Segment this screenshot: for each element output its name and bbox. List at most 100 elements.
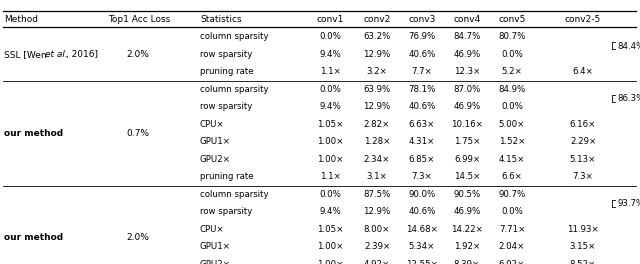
Text: 0.7%: 0.7% [127, 129, 150, 138]
Text: 1.1×: 1.1× [319, 172, 340, 181]
Text: 0.0%: 0.0% [319, 190, 341, 199]
Text: Method: Method [4, 16, 38, 25]
Text: conv3: conv3 [408, 16, 436, 25]
Text: 4.92×: 4.92× [364, 260, 390, 264]
Text: GPU2×: GPU2× [200, 260, 231, 264]
Text: 12.9%: 12.9% [364, 207, 390, 216]
Text: row sparsity: row sparsity [200, 102, 252, 111]
Text: 1.92×: 1.92× [454, 242, 480, 251]
Text: 2.34×: 2.34× [364, 155, 390, 164]
Text: 14.5×: 14.5× [454, 172, 480, 181]
Text: 6.6×: 6.6× [502, 172, 522, 181]
Text: 0.0%: 0.0% [319, 32, 341, 41]
Text: 63.2%: 63.2% [364, 32, 390, 41]
Text: 80.7%: 80.7% [499, 32, 525, 41]
Text: 1.00×: 1.00× [317, 137, 343, 146]
Text: 84.4%§: 84.4%§ [617, 41, 640, 50]
Text: column sparsity: column sparsity [200, 85, 269, 94]
Text: CPU×: CPU× [200, 225, 225, 234]
Text: 40.6%: 40.6% [408, 50, 436, 59]
Text: 3.15×: 3.15× [570, 242, 596, 251]
Text: pruning rate: pruning rate [200, 172, 253, 181]
Text: 7.3×: 7.3× [412, 172, 433, 181]
Text: 6.85×: 6.85× [409, 155, 435, 164]
Text: 46.9%: 46.9% [453, 207, 481, 216]
Text: our method: our method [4, 233, 63, 243]
Text: 1.75×: 1.75× [454, 137, 480, 146]
Text: 2.29×: 2.29× [570, 137, 596, 146]
Text: 2.82×: 2.82× [364, 120, 390, 129]
Text: 90.0%: 90.0% [408, 190, 436, 199]
Text: 9.4%: 9.4% [319, 102, 341, 111]
Text: conv5: conv5 [499, 16, 525, 25]
Text: 90.7%: 90.7% [499, 190, 525, 199]
Text: 7.71×: 7.71× [499, 225, 525, 234]
Text: 63.9%: 63.9% [364, 85, 390, 94]
Text: 3.2×: 3.2× [367, 67, 387, 76]
Text: column sparsity: column sparsity [200, 190, 269, 199]
Text: 7.7×: 7.7× [412, 67, 433, 76]
Text: 87.5%: 87.5% [364, 190, 390, 199]
Text: 0.0%: 0.0% [501, 207, 523, 216]
Text: GPU1×: GPU1× [200, 242, 231, 251]
Text: 3.1×: 3.1× [367, 172, 387, 181]
Text: 8.39×: 8.39× [454, 260, 480, 264]
Text: 2.04×: 2.04× [499, 242, 525, 251]
Text: row sparsity: row sparsity [200, 207, 252, 216]
Text: 14.68×: 14.68× [406, 225, 438, 234]
Text: 40.6%: 40.6% [408, 207, 436, 216]
Text: 46.9%: 46.9% [453, 50, 481, 59]
Text: 10.16×: 10.16× [451, 120, 483, 129]
Text: 4.31×: 4.31× [409, 137, 435, 146]
Text: 6.4×: 6.4× [573, 67, 593, 76]
Text: 1.00×: 1.00× [317, 242, 343, 251]
Text: et al.: et al. [45, 50, 68, 59]
Text: 5.34×: 5.34× [409, 242, 435, 251]
Text: column sparsity: column sparsity [200, 32, 269, 41]
Text: 5.2×: 5.2× [502, 67, 522, 76]
Text: 14.22×: 14.22× [451, 225, 483, 234]
Text: Top1 Acc Loss: Top1 Acc Loss [108, 16, 170, 25]
Text: 1.05×: 1.05× [317, 225, 343, 234]
Text: conv4: conv4 [453, 16, 481, 25]
Text: 7.3×: 7.3× [573, 172, 593, 181]
Text: 8.00×: 8.00× [364, 225, 390, 234]
Text: GPU2×: GPU2× [200, 155, 231, 164]
Text: SSL [Wen: SSL [Wen [4, 50, 49, 59]
Text: 93.7%§: 93.7%§ [617, 199, 640, 208]
Text: , 2016]: , 2016] [66, 50, 98, 59]
Text: 1.28×: 1.28× [364, 137, 390, 146]
Text: 0.0%: 0.0% [501, 102, 523, 111]
Text: 4.15×: 4.15× [499, 155, 525, 164]
Text: 40.6%: 40.6% [408, 102, 436, 111]
Text: 1.1×: 1.1× [319, 67, 340, 76]
Text: 11.93×: 11.93× [567, 225, 599, 234]
Text: 90.5%: 90.5% [453, 190, 481, 199]
Text: conv2: conv2 [364, 16, 390, 25]
Text: 6.16×: 6.16× [570, 120, 596, 129]
Text: conv2-5: conv2-5 [565, 16, 601, 25]
Text: 6.02×: 6.02× [499, 260, 525, 264]
Text: 5.00×: 5.00× [499, 120, 525, 129]
Text: 2.0%: 2.0% [127, 233, 149, 243]
Text: 9.4%: 9.4% [319, 207, 341, 216]
Text: 12.3×: 12.3× [454, 67, 480, 76]
Text: 1.00×: 1.00× [317, 155, 343, 164]
Text: 84.9%: 84.9% [499, 85, 525, 94]
Text: CPU×: CPU× [200, 120, 225, 129]
Text: GPU1×: GPU1× [200, 137, 231, 146]
Text: 76.9%: 76.9% [408, 32, 436, 41]
Text: 84.7%: 84.7% [453, 32, 481, 41]
Text: 0.0%: 0.0% [319, 85, 341, 94]
Text: conv1: conv1 [316, 16, 344, 25]
Text: 1.00×: 1.00× [317, 260, 343, 264]
Text: 8.52×: 8.52× [570, 260, 596, 264]
Text: 12.9%: 12.9% [364, 50, 390, 59]
Text: 0.0%: 0.0% [501, 50, 523, 59]
Text: 12.55×: 12.55× [406, 260, 438, 264]
Text: 6.63×: 6.63× [409, 120, 435, 129]
Text: 1.05×: 1.05× [317, 120, 343, 129]
Text: 87.0%: 87.0% [453, 85, 481, 94]
Text: 9.4%: 9.4% [319, 50, 341, 59]
Text: Statistics: Statistics [200, 16, 242, 25]
